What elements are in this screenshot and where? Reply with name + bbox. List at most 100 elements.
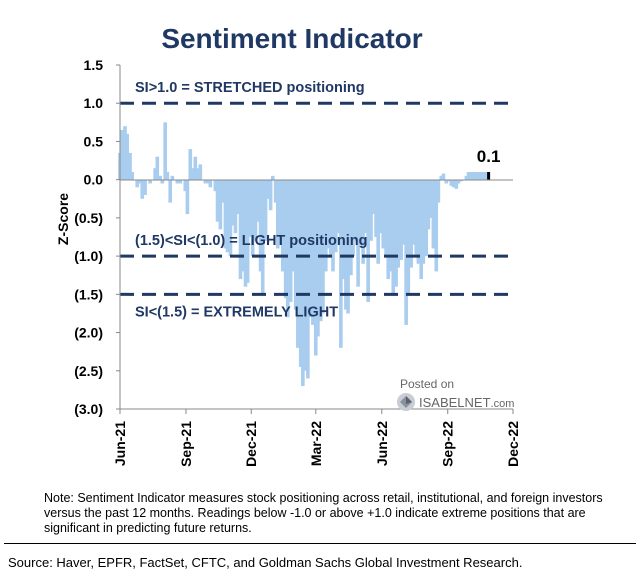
bar (419, 179, 423, 280)
bar (474, 172, 479, 180)
bar (170, 175, 175, 180)
bar (188, 149, 193, 180)
bar (130, 172, 134, 180)
bar (273, 179, 278, 203)
threshold-lines: SI>1.0 = STRETCHED positioning (1.5)<SI<(… (120, 80, 513, 320)
bar (414, 179, 418, 257)
bar (346, 179, 350, 314)
y-axis-ticks: 1.5 1.0 0.5 0.0 (0.5) (1.0) (1.5) (2.0) (2.5) (3.… (74, 57, 120, 417)
bar (203, 179, 208, 184)
bar (389, 179, 393, 272)
watermark-brand: ISABELNET (419, 395, 491, 410)
bar (456, 179, 461, 184)
bar (168, 179, 172, 203)
bar (135, 179, 140, 188)
bar (298, 179, 303, 367)
bar (394, 179, 398, 287)
bar-series (118, 122, 491, 387)
y-tick-label: 1.5 (84, 57, 104, 73)
y-tick-label: (3.0) (74, 401, 103, 417)
x-tick-label: Dec-22 (505, 421, 521, 467)
y-tick-label: (2.0) (74, 325, 103, 341)
isabelnet-logo-icon (397, 393, 415, 411)
bar (163, 122, 167, 180)
last-bar (487, 172, 491, 180)
bar (484, 172, 489, 180)
bar (263, 179, 268, 241)
bar (296, 179, 300, 348)
bar (326, 179, 330, 249)
bar (198, 164, 203, 180)
bar (268, 179, 273, 211)
bar (213, 179, 218, 192)
bar (165, 172, 170, 180)
bar (286, 179, 290, 318)
bar (120, 129, 124, 180)
bar (195, 168, 200, 180)
bar (148, 179, 152, 184)
bar (464, 175, 469, 180)
bar (220, 179, 225, 203)
bar (138, 179, 142, 184)
bar (260, 179, 265, 295)
bar (319, 179, 323, 322)
bar (128, 152, 132, 180)
y-tick-label: (1.5) (74, 286, 103, 302)
bar (193, 156, 198, 180)
bar (190, 168, 195, 180)
bar (476, 172, 481, 180)
bar (316, 179, 320, 337)
bar (218, 179, 223, 230)
bar (371, 179, 375, 215)
bar (308, 179, 313, 318)
bar (451, 179, 456, 188)
bar (436, 179, 441, 203)
bar (140, 179, 145, 199)
bar (258, 179, 263, 272)
x-tick-label: Jun-22 (374, 421, 390, 466)
bar (280, 179, 285, 272)
bar (160, 179, 165, 184)
bar (384, 179, 388, 257)
watermark-domain: .com (490, 398, 515, 410)
bar (399, 179, 403, 260)
bar (431, 179, 436, 249)
bar (466, 172, 471, 180)
bar (235, 179, 240, 215)
bar (143, 179, 147, 195)
y-tick-label: 0.5 (84, 133, 104, 149)
bar (356, 179, 360, 287)
bar (454, 179, 459, 189)
bar (359, 179, 363, 245)
bar (424, 179, 429, 257)
bar (238, 179, 243, 280)
bar (406, 179, 411, 295)
bar (344, 179, 348, 310)
bar (354, 179, 358, 241)
bar (331, 179, 335, 272)
bar (178, 179, 183, 184)
watermark-name: ISABELNET.com (419, 395, 514, 410)
watermark-posted: Posted on (400, 377, 455, 391)
bar (230, 179, 235, 226)
bar (421, 179, 426, 264)
bar (396, 179, 401, 268)
y-tick-label: 0.0 (84, 172, 104, 188)
bar (341, 179, 345, 280)
sentiment-chart: Sentiment Indicator Z-Score SI>1.0 = STR… (55, 23, 521, 467)
bar (366, 179, 370, 302)
bar (303, 179, 308, 371)
bar (283, 179, 288, 299)
bar (250, 179, 255, 257)
x-tick-label: Sep-21 (178, 421, 194, 467)
bar (416, 179, 421, 264)
bar (481, 172, 486, 180)
bar (265, 179, 270, 199)
bar (228, 179, 233, 257)
bar (233, 179, 238, 234)
bar (444, 179, 449, 184)
chart-note: Note: Sentiment Indicator measures stock… (44, 491, 603, 535)
bar (334, 179, 338, 253)
bar (275, 179, 280, 249)
bar (369, 179, 373, 241)
